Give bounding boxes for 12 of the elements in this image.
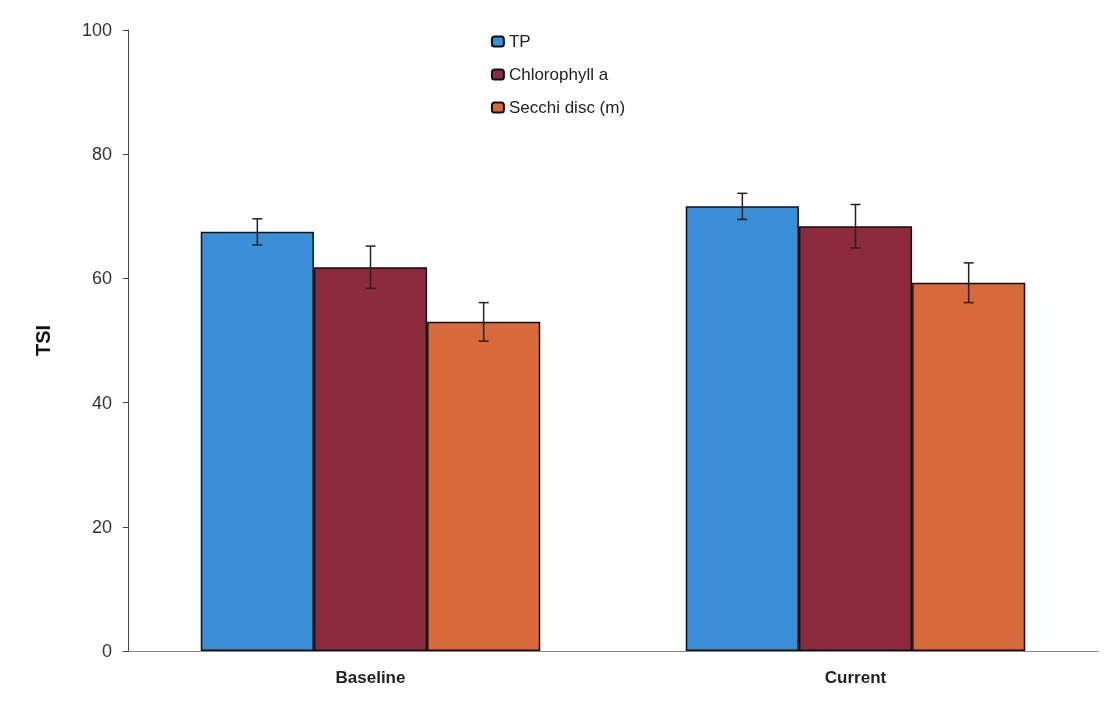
y-tick-label: 20 <box>91 516 112 537</box>
x-tick-label: Current <box>824 668 887 687</box>
x-tick-label: Baseline <box>335 668 406 687</box>
y-axis-title: TSI <box>32 324 54 357</box>
y-tick-label: 40 <box>91 392 112 413</box>
legend-label: Secchi disc (m) <box>508 98 626 117</box>
y-tick-label: 80 <box>91 144 112 165</box>
legend-label: TP <box>508 32 531 51</box>
y-tick-label: 100 <box>81 20 112 40</box>
y-tick-label: 0 <box>101 641 112 661</box>
y-tick-label: 60 <box>91 268 112 289</box>
legend-label: Chlorophyll a <box>508 65 609 84</box>
